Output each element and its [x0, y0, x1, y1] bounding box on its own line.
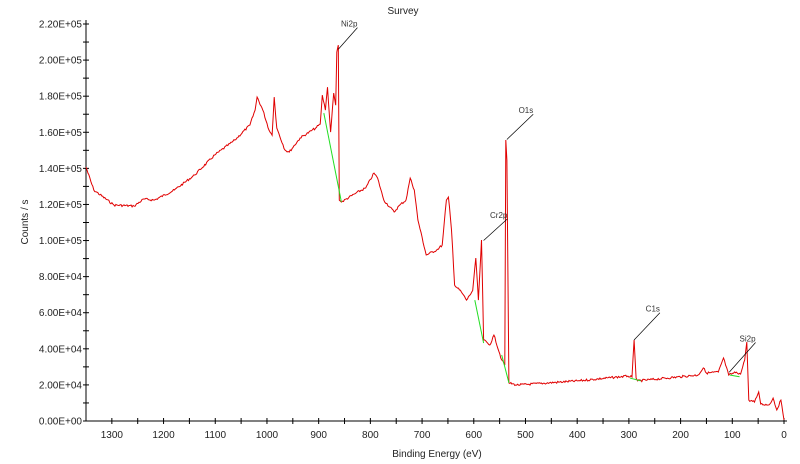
- annotation-leader-c1s: [633, 312, 661, 341]
- annotation-label-ni2p: Ni2p: [341, 20, 358, 29]
- x-tick-label: 800: [362, 430, 379, 441]
- annotation-leader-cr2p: [483, 218, 508, 241]
- y-tick-label: 2.00E+05: [39, 56, 83, 67]
- x-tick-label: 200: [672, 430, 689, 441]
- x-tick-label: 900: [310, 430, 327, 441]
- annotation-leader-ni2p: [338, 27, 358, 50]
- annotation-label-cr2p: Cr2p: [490, 211, 508, 220]
- y-tick-label: 6.00E+04: [39, 308, 83, 319]
- x-tick-label: 700: [414, 430, 431, 441]
- background-cr2p: [474, 299, 485, 344]
- y-tick-label: 1.80E+05: [39, 92, 83, 103]
- y-axis-title: Counts / s: [20, 199, 31, 244]
- axes: 0.00E+00 2.00E+04 4.00E+04 6.00E+04 8.00E+04…: [39, 20, 787, 442]
- y-tick-label: 1.60E+05: [39, 128, 83, 139]
- x-tick-label: 1200: [152, 430, 175, 441]
- chart-title: Survey: [387, 6, 418, 17]
- annotation-label-o1s: O1s: [519, 106, 534, 115]
- y-tick-label: 1.00E+05: [39, 236, 83, 247]
- y-tick-label: 8.00E+04: [39, 272, 83, 283]
- x-tick-label: 500: [517, 430, 534, 441]
- x-tick-label: 100: [724, 430, 741, 441]
- x-tick-label: 400: [569, 430, 586, 441]
- background-c1s: [629, 377, 641, 382]
- x-tick-label: 1100: [205, 430, 227, 441]
- y-tick-label: 2.20E+05: [39, 20, 83, 31]
- annotation-leader-si2p: [728, 342, 756, 373]
- background-ni2p: [323, 113, 342, 203]
- x-tick-label: 1000: [256, 430, 279, 441]
- y-tick-label: 1.40E+05: [39, 164, 83, 175]
- annotation-label-si2p: Si2p: [740, 335, 757, 344]
- peak-annotations: Ni2p O1s Cr2p C1s Si2p: [338, 20, 756, 373]
- y-tick-label: 4.00E+04: [39, 344, 83, 355]
- x-tick-label: 600: [465, 430, 482, 441]
- y-tick-label: 2.00E+04: [39, 380, 83, 391]
- annotation-leader-o1s: [506, 113, 534, 140]
- x-axis-title: Binding Energy (eV): [392, 449, 482, 460]
- y-tick-label: 0.00E+00: [39, 417, 83, 428]
- background-si2p: [729, 374, 740, 378]
- x-tick-label: 0: [781, 430, 787, 441]
- series-line-spectrum: [85, 44, 785, 421]
- annotation-label-c1s: C1s: [646, 305, 660, 314]
- x-tick-label: 300: [621, 430, 638, 441]
- background-o1s: [501, 354, 510, 384]
- plot-area: [85, 44, 785, 421]
- x-tick-label: 1300: [101, 430, 124, 441]
- y-tick-label: 1.20E+05: [39, 200, 83, 211]
